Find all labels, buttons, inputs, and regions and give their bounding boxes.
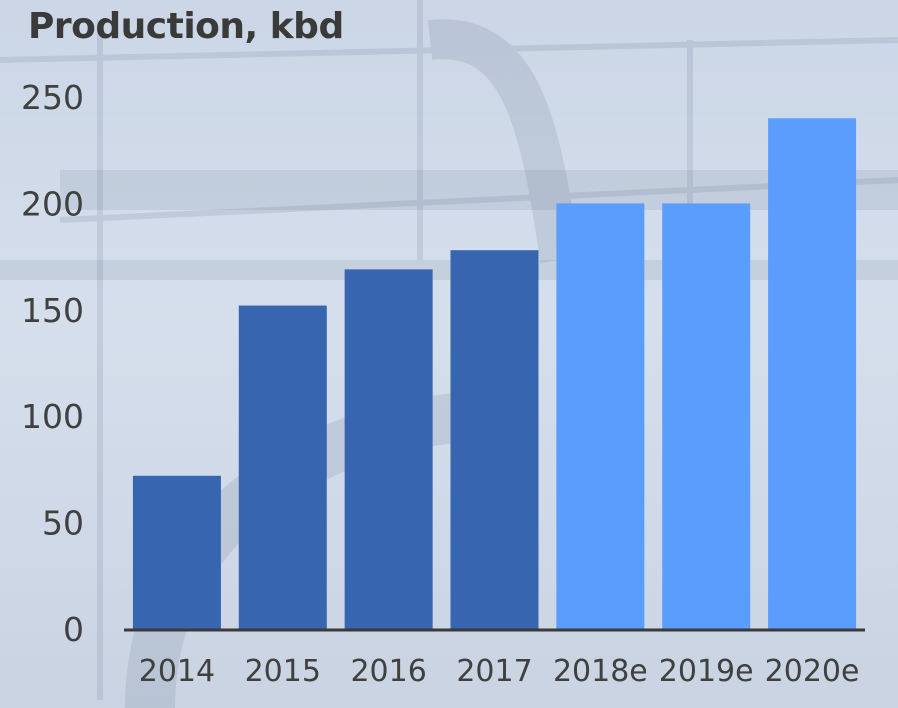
bar-2017 [450, 250, 539, 629]
x-tick-label: 2020e [765, 654, 860, 689]
x-tick-label: 2014 [139, 654, 215, 689]
y-tick-label: 0 [63, 610, 84, 649]
x-tick-label: 2016 [350, 654, 426, 689]
bar-2014 [132, 475, 221, 629]
bar-2019e [662, 203, 751, 629]
chart-title: Production, kbd [28, 6, 344, 47]
y-tick-label: 250 [21, 78, 84, 117]
bar-2015 [238, 305, 327, 629]
y-tick-label: 150 [21, 291, 84, 330]
bar-2020e [768, 118, 857, 629]
y-tick-label: 50 [42, 504, 84, 543]
x-tick-label: 2018e [553, 654, 648, 689]
y-tick-label: 200 [21, 184, 84, 223]
x-tick-label: 2019e [659, 654, 754, 689]
bar-2016 [344, 269, 433, 629]
bar-2018e [556, 203, 645, 629]
x-tick-label: 2017 [456, 654, 532, 689]
y-tick-label: 100 [21, 397, 84, 436]
x-tick-label: 2015 [245, 654, 321, 689]
